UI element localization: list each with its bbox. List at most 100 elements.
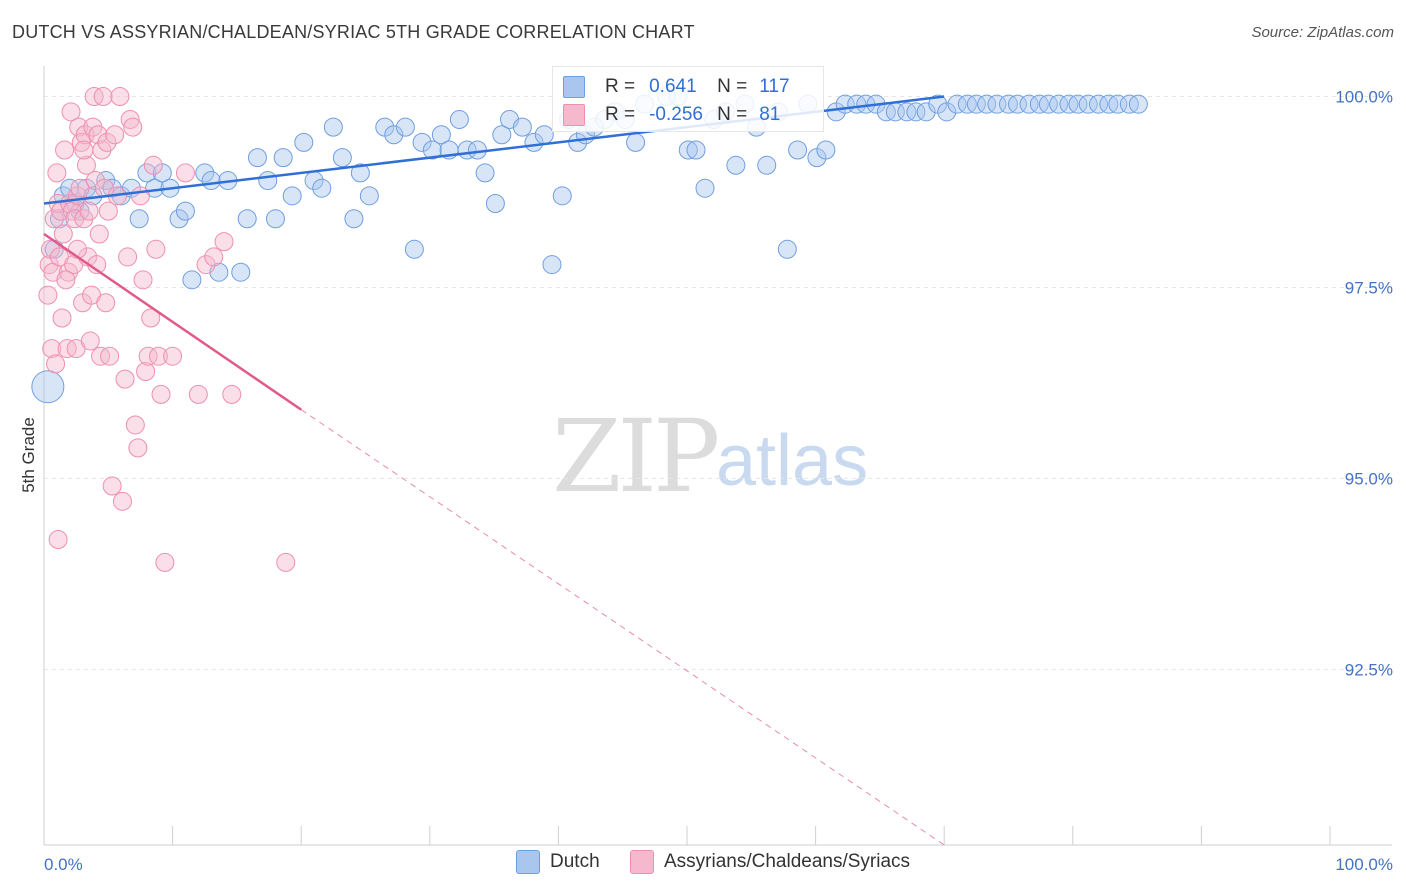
dutch-point (237, 209, 257, 229)
dutch-point (757, 155, 777, 175)
source-label: Source: ZipAtlas.com (1251, 24, 1394, 41)
y-tick-label: 97.5% (1345, 278, 1393, 297)
dutch-point (777, 239, 797, 259)
dutch-point (512, 117, 532, 137)
dutch-point (129, 209, 149, 229)
assyrian-point (100, 346, 120, 366)
dutch-point (552, 186, 572, 206)
assyrian-point (123, 117, 143, 137)
dutch-point (1008, 94, 1028, 114)
dutch-point (966, 94, 986, 114)
dutch-point (977, 94, 997, 114)
dutch-point (195, 163, 215, 183)
axes (43, 66, 1392, 846)
assyrian-point (80, 331, 100, 351)
dutch-legend-label: Dutch (550, 851, 600, 872)
assyrian-point (155, 552, 175, 572)
dutch-point (201, 171, 221, 191)
assyrian-point (93, 87, 113, 107)
dutch-point (726, 155, 746, 175)
dutch-point (534, 125, 554, 145)
dutch-point (906, 102, 926, 122)
dutch-point (31, 370, 65, 404)
dutch-point (1089, 94, 1109, 114)
assyrian-point (61, 102, 81, 122)
axis-labels: 100.0% 97.5% 95.0% 92.5% 0.0% 100.0% 5th Grade (19, 88, 1393, 874)
assyrian-point (196, 255, 216, 275)
dutch-point (312, 178, 332, 198)
assyrian-point (175, 163, 195, 183)
dutch-point (987, 94, 1007, 114)
dutch-point (1128, 94, 1148, 114)
assyrian-point (62, 201, 82, 221)
assyrian-point (69, 117, 89, 137)
dutch-point (247, 148, 267, 168)
dutch-point (485, 193, 505, 213)
dutch-point (678, 140, 698, 160)
n-label: N = (717, 76, 748, 97)
dutch-legend-swatch (516, 850, 540, 874)
assyrian-point (96, 293, 116, 313)
assyrian-point (52, 308, 72, 328)
dutch-point (282, 186, 302, 206)
dutch-point (422, 140, 442, 160)
assyrian-point (151, 384, 171, 404)
dutch-point (816, 140, 836, 160)
dutch-point (937, 102, 957, 122)
dutch-point (1049, 94, 1069, 114)
dutch-point (492, 125, 512, 145)
dutch-point (137, 163, 157, 183)
assyrian-point (55, 140, 75, 160)
assyrian-point (102, 476, 122, 496)
assyrian-point (97, 132, 117, 152)
assyrian-point (98, 201, 118, 221)
assyrian-trend-line (43, 232, 302, 411)
dutch-point (449, 109, 469, 129)
assyrian-point (148, 346, 168, 366)
assyrian-point (112, 491, 132, 511)
dutch-point (60, 178, 80, 198)
dutch-point (231, 262, 251, 282)
assyrian-point (141, 308, 161, 328)
assyrian-point (46, 354, 66, 374)
assyrian-point (214, 232, 234, 252)
assyrian-point (133, 270, 153, 290)
legend-item-dutch[interactable]: Dutch (516, 850, 600, 874)
assyrian-point (42, 339, 62, 359)
dutch-n-value: 117 (759, 76, 790, 97)
assyrian-point (143, 155, 163, 175)
assyrian-r-value: -0.256 (649, 104, 703, 125)
dutch-point (686, 140, 706, 160)
legend-row-assyrian: R = -0.256 N = 81 (563, 101, 780, 129)
legend-item-assyrian[interactable]: Assyrians/Chaldeans/Syriacs (630, 850, 910, 874)
dutch-point (182, 270, 202, 290)
dutch-point (175, 201, 195, 221)
assyrian-point (53, 224, 73, 244)
y-tick-label: 95.0% (1345, 469, 1393, 488)
assyrian-point (188, 384, 208, 404)
assyrian-point (105, 125, 125, 145)
dutch-point (431, 125, 451, 145)
dutch-point (404, 239, 424, 259)
dutch-point (323, 117, 343, 137)
dutch-point (258, 171, 278, 191)
assyrian-swatch (563, 104, 585, 126)
assyrian-point (128, 438, 148, 458)
dutch-point (1019, 94, 1039, 114)
assyrian-point (110, 87, 130, 107)
y-axis-label: 5th Grade (19, 417, 38, 493)
dutch-points (31, 87, 1148, 404)
dutch-point (947, 94, 967, 114)
dutch-point (273, 148, 293, 168)
series-legend: Dutch Assyrians/Chaldeans/Syriacs (0, 850, 1406, 878)
dutch-point (916, 102, 936, 122)
assyrian-point (56, 270, 76, 290)
dutch-point (350, 163, 370, 183)
assyrian-legend-swatch (630, 850, 654, 874)
dutch-point (395, 117, 415, 137)
dutch-point (169, 209, 189, 229)
chart-title: DUTCH VS ASSYRIAN/CHALDEAN/SYRIAC 5TH GR… (12, 22, 695, 42)
dutch-point (332, 148, 352, 168)
dutch-point (344, 209, 364, 229)
stats-legend: R = 0.641 N = 117 R = -0.256 N = 81 (552, 66, 824, 132)
